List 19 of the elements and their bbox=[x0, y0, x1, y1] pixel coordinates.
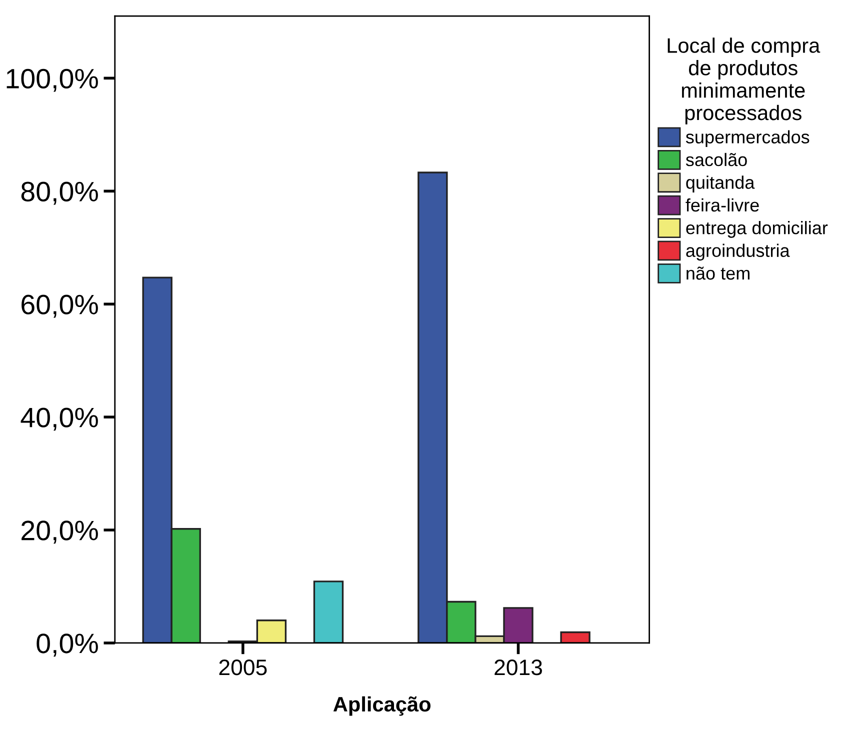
legend-label: agroindustria bbox=[686, 244, 790, 261]
bar bbox=[560, 631, 590, 643]
x-axis-title: Aplicação bbox=[333, 696, 430, 716]
y-tick-label: 60,0% bbox=[22, 294, 98, 318]
legend-title: Local de compra de produtos minimamente processados bbox=[668, 38, 820, 124]
y-tick-label: 100,0% bbox=[6, 68, 98, 92]
legend-label: quitanda bbox=[686, 176, 755, 192]
legend-label: entrega domiciliar bbox=[686, 221, 828, 238]
x-tick-label: 2005 bbox=[219, 660, 267, 676]
bar bbox=[313, 580, 344, 643]
y-tick-label: 20,0% bbox=[22, 520, 98, 544]
legend-label: não tem bbox=[686, 266, 750, 280]
legend-label: supermercados bbox=[686, 130, 810, 148]
y-tick-label: 80,0% bbox=[21, 182, 98, 205]
x-tick-label: 2013 bbox=[494, 660, 542, 676]
y-tick-label: 40,0% bbox=[20, 408, 98, 431]
y-tick-label: 0,0% bbox=[36, 634, 98, 657]
legend-label: sacolão bbox=[686, 152, 747, 166]
legend-label: feira-livre bbox=[686, 198, 759, 212]
